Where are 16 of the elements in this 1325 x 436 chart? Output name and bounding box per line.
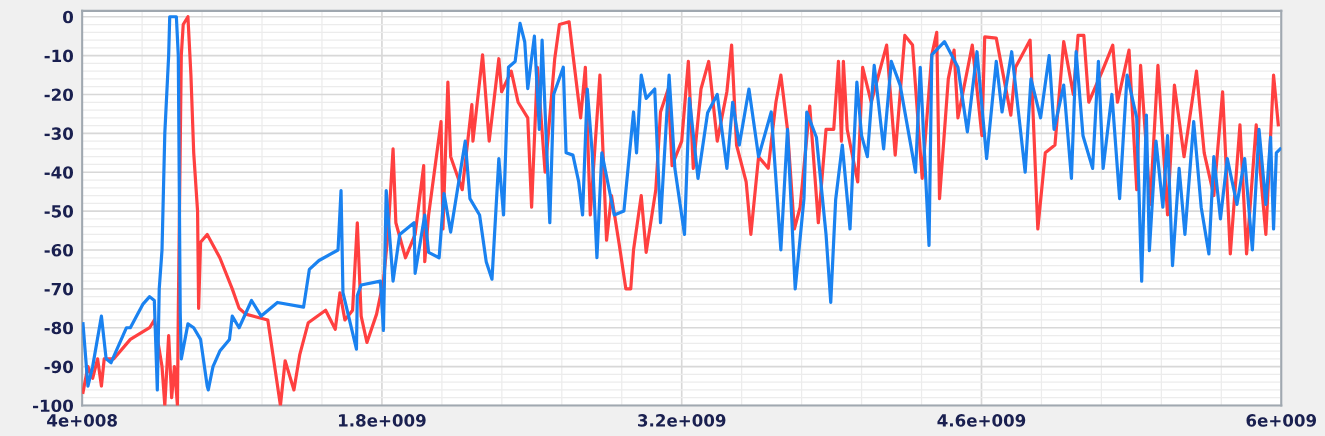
y-tick-label: -40	[44, 166, 74, 179]
y-tick-label: -50	[44, 205, 74, 218]
y-tick-label: 0	[63, 10, 74, 24]
x-tick-label: 1.8e+009	[339, 414, 426, 427]
y-tick-label: -30	[44, 127, 74, 140]
y-tick-label: -20	[44, 88, 74, 102]
x-tick-label: 4.6e+009	[937, 414, 1026, 427]
y-tick-label: -60	[44, 243, 74, 257]
y-tick-label: -70	[44, 282, 74, 296]
y-tick-label: -10	[44, 49, 74, 63]
y-tick-label: -100	[33, 399, 74, 413]
y-tick-label: -80	[44, 321, 74, 335]
x-tick-label: 3.2e+009	[638, 414, 726, 427]
x-tick-label: 4e+008	[47, 414, 117, 427]
x-tick-label: 6e+009	[1246, 414, 1317, 427]
y-tick-label: -90	[44, 360, 74, 374]
